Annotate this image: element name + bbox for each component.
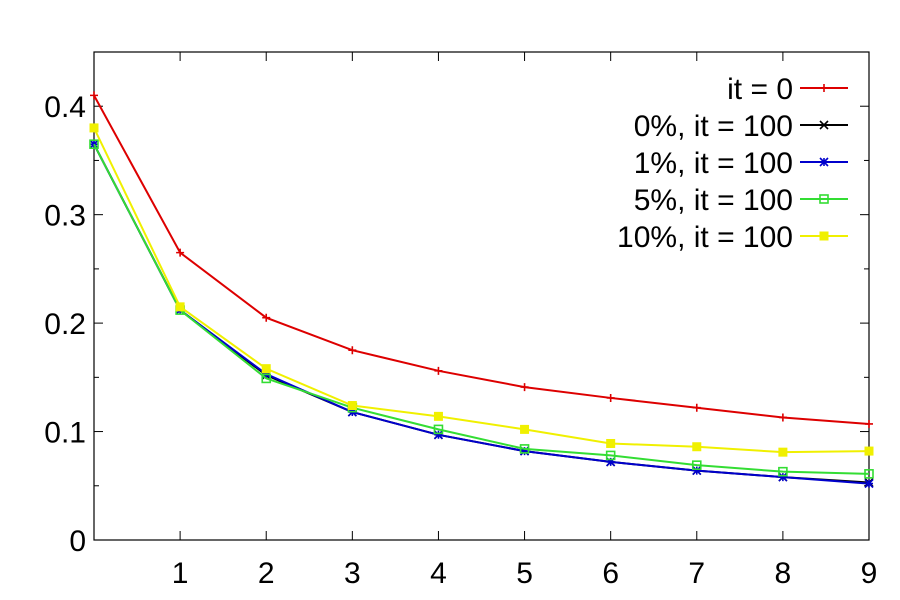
data-point — [520, 383, 529, 392]
data-point — [778, 447, 788, 457]
data-point — [692, 442, 702, 452]
data-point — [261, 364, 271, 374]
data-point — [262, 313, 271, 322]
legend-item-1-it-100: 1%, it = 100 — [634, 147, 848, 180]
legend-label: 0%, it = 100 — [634, 110, 793, 143]
legend-item-10-it-100: 10%, it = 100 — [617, 221, 848, 254]
data-point — [864, 479, 874, 489]
x-tick-label: 4 — [430, 557, 447, 590]
y-tick-label: 0.3 — [44, 200, 86, 233]
data-point — [348, 346, 357, 355]
y-tick-label: 0.2 — [44, 308, 86, 341]
legend-item-0-it-100: 0%, it = 100 — [634, 110, 848, 143]
legend-swatch-marker — [819, 120, 829, 130]
data-point — [261, 373, 272, 384]
tick-labels: 1 2 3 4 5 6 7 8 9 0 0.1 0.2 0.3 0.4 — [44, 91, 877, 590]
y-tick-label: 0.4 — [44, 91, 86, 124]
data-point — [434, 366, 443, 375]
data-point — [778, 472, 788, 482]
y-tick-label: 0 — [69, 525, 86, 558]
data-point — [692, 466, 702, 476]
data-point — [691, 460, 702, 470]
series-5-it-100 — [89, 139, 874, 479]
data-point — [778, 413, 787, 422]
x-tick-label: 6 — [602, 557, 619, 590]
data-point — [433, 411, 443, 421]
legend-label: 10%, it = 100 — [617, 221, 793, 254]
y-tick-label: 0.1 — [44, 417, 86, 450]
legend-label: 5%, it = 100 — [634, 184, 793, 217]
data-point — [90, 91, 98, 100]
data-point — [433, 430, 444, 440]
data-point — [519, 444, 530, 454]
legend-swatch-marker — [819, 157, 829, 167]
legend-swatch-marker — [820, 84, 828, 92]
series-line — [93, 127, 870, 454]
plot-border — [93, 51, 870, 541]
data-point — [864, 469, 874, 479]
data-point — [865, 419, 873, 428]
data-point — [89, 123, 99, 133]
series-line — [93, 94, 870, 425]
data-point — [606, 457, 616, 467]
data-point — [519, 446, 530, 456]
data-point — [605, 450, 616, 461]
series-layer — [89, 91, 874, 489]
x-tick-label: 2 — [258, 557, 275, 590]
data-point — [89, 139, 99, 149]
legend-item-5-it-100: 5%, it = 100 — [634, 184, 848, 217]
x-tick-label: 3 — [344, 557, 361, 590]
data-point — [433, 424, 444, 435]
series-line — [93, 143, 870, 475]
x-tick-label: 9 — [861, 557, 878, 590]
series-10-it-100 — [89, 123, 874, 457]
x-tick-label: 8 — [775, 557, 792, 590]
axis-ticks — [94, 52, 870, 541]
x-tick-label: 7 — [688, 557, 705, 590]
plot-frame — [93, 51, 870, 541]
data-point — [778, 466, 788, 477]
legend: it = 0 0%, it = 100 1%, it = 100 5%, it = 1… — [617, 73, 848, 254]
legend-label: it = 0 — [727, 73, 793, 106]
data-point — [175, 302, 185, 312]
legend-item-it-0: it = 0 — [727, 73, 848, 106]
data-point — [606, 393, 615, 402]
series-it-0 — [90, 91, 873, 428]
legend-swatch-marker — [819, 231, 829, 241]
data-point — [692, 403, 701, 412]
data-point — [606, 438, 616, 448]
legend-swatch-marker — [819, 194, 829, 204]
legend-label: 1%, it = 100 — [634, 147, 793, 180]
series-line — [93, 143, 870, 485]
data-point — [176, 248, 185, 257]
data-point — [347, 401, 357, 411]
x-tick-label: 5 — [516, 557, 533, 590]
data-point — [520, 424, 530, 434]
data-point — [864, 446, 874, 456]
x-tick-label: 1 — [172, 557, 189, 590]
